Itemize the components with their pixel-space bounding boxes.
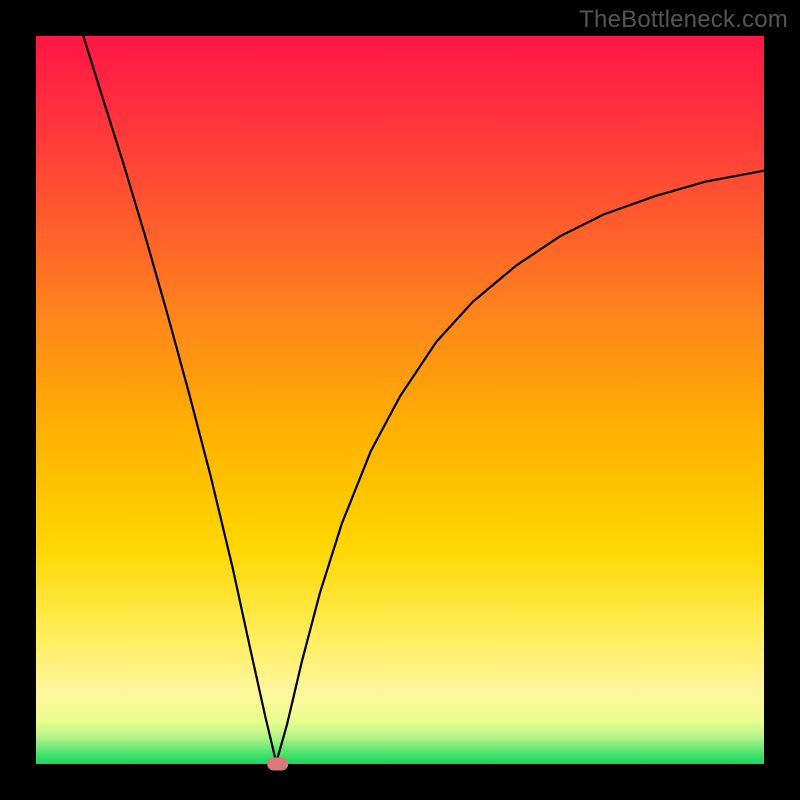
plot-area	[36, 36, 764, 764]
bottleneck-chart-svg	[0, 0, 800, 800]
chart-container: TheBottleneck.com	[0, 0, 800, 800]
optimal-point-marker	[268, 758, 288, 770]
watermark-text: TheBottleneck.com	[579, 6, 788, 34]
